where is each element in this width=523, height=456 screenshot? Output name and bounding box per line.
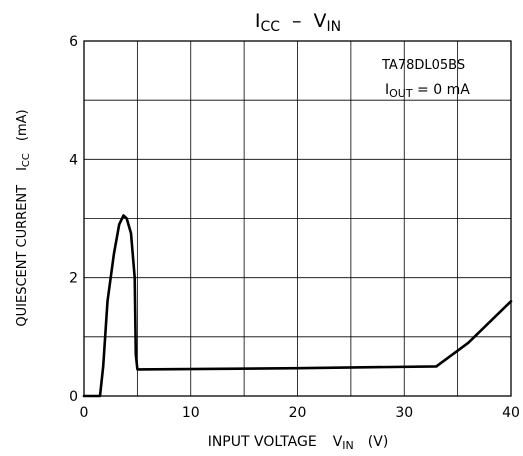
- x-tick-label: 20: [289, 405, 307, 421]
- tick-labels: 0 10 20 30 40 0 2 4 6: [69, 34, 520, 421]
- icc-curve: [82, 214, 513, 398]
- grid: [83, 40, 512, 397]
- x-tick-label: 10: [182, 405, 200, 421]
- series: [82, 214, 513, 398]
- plot-frame: [83, 40, 512, 397]
- x-tick-label: 40: [502, 405, 520, 421]
- annotation-condition: IOUT = 0 mA: [385, 82, 470, 100]
- chart-title: ICC – VIN: [255, 10, 341, 35]
- x-tick-label: 30: [395, 405, 413, 421]
- x-axis-label: INPUT VOLTAGE VIN (V): [208, 434, 389, 452]
- y-axis-label: QUIESCENT CURRENTICC(mA): [15, 109, 32, 326]
- y-tick-label: 0: [69, 389, 78, 405]
- y-tick-label: 4: [69, 152, 78, 168]
- y-tick-label: 6: [69, 34, 78, 50]
- annotation-device: TA78DL05BS: [381, 58, 465, 73]
- x-tick-label: 0: [80, 405, 89, 421]
- y-tick-label: 2: [69, 271, 78, 287]
